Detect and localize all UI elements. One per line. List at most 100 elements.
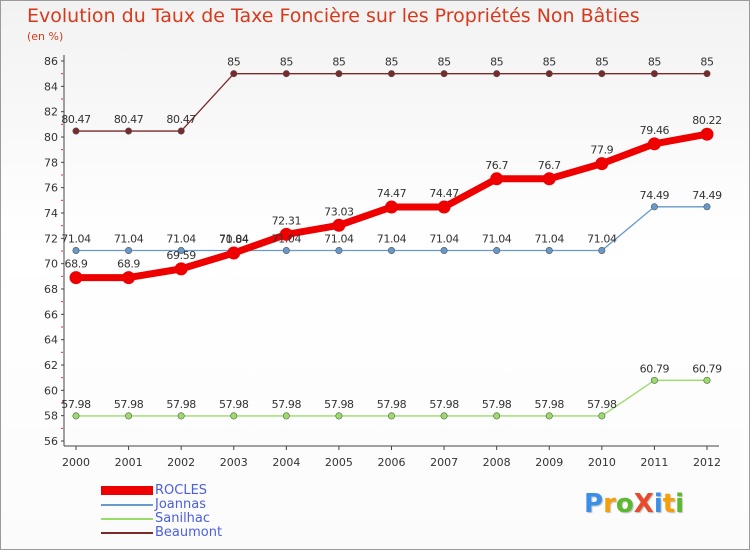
logo-letter: X: [633, 489, 654, 519]
x-tick-label: 2006: [378, 456, 406, 469]
x-tick-label: 2004: [272, 456, 300, 469]
data-label-beaumont: 85: [543, 56, 557, 69]
data-label-beaumont: 80.47: [114, 113, 144, 126]
data-point-joannas: [703, 203, 711, 211]
data-label-beaumont: 85: [490, 56, 504, 69]
legend-swatch-rocles: [101, 486, 153, 495]
data-label-sanilhac: 57.98: [324, 398, 354, 411]
data-point-sanilhac: [177, 412, 185, 420]
data-point-beaumont: [282, 70, 290, 78]
data-labels: 71.04 71.04 71.04 71.04 71.04 71.04 71.04 71.04…: [61, 56, 722, 411]
logo-letter: r: [603, 489, 616, 519]
y-tick-label: 80: [44, 131, 58, 144]
data-point-rocles: [69, 271, 83, 285]
data-point-joannas: [282, 246, 290, 254]
data-point-beaumont: [598, 70, 606, 78]
data-point-beaumont: [125, 127, 133, 135]
data-label-joannas: 71.04: [219, 232, 249, 245]
data-label-rocles: 69.59: [166, 249, 196, 262]
x-tick-label: 2003: [220, 456, 248, 469]
data-label-beaumont: 85: [332, 56, 346, 69]
data-point-beaumont: [177, 127, 185, 135]
data-label-beaumont: 85: [437, 56, 451, 69]
data-point-rocles: [490, 172, 504, 186]
data-point-sanilhac: [387, 412, 395, 420]
data-label-joannas: 71.04: [535, 232, 565, 245]
data-point-rocles: [647, 137, 661, 151]
data-label-sanilhac: 57.98: [482, 398, 512, 411]
data-point-sanilhac: [650, 376, 658, 384]
legend-swatch-sanilhac: [101, 518, 153, 520]
data-label-joannas: 74.49: [692, 189, 722, 202]
data-point-joannas: [650, 203, 658, 211]
data-point-sanilhac: [703, 376, 711, 384]
proxiti-logo: ProXiti: [584, 489, 684, 519]
y-tick-label: 60: [44, 384, 58, 397]
data-point-rocles: [174, 262, 188, 276]
y-tick-label: 74: [44, 207, 58, 220]
data-label-rocles: 74.47: [429, 187, 459, 200]
data-point-rocles: [279, 227, 293, 241]
data-point-beaumont: [387, 70, 395, 78]
x-tick-label: 2009: [535, 456, 563, 469]
x-tick-label: 2001: [115, 456, 143, 469]
y-tick-label: 84: [44, 80, 58, 93]
x-tick-label: 2000: [62, 456, 90, 469]
data-label-joannas: 71.04: [324, 232, 354, 245]
data-point-beaumont: [650, 70, 658, 78]
data-point-rocles: [437, 200, 451, 214]
data-point-rocles: [227, 246, 241, 260]
data-point-joannas: [125, 246, 133, 254]
data-point-joannas: [545, 246, 553, 254]
x-tick-label: 2002: [167, 456, 195, 469]
data-label-beaumont: 85: [280, 56, 294, 69]
data-point-joannas: [335, 246, 343, 254]
y-tick-label: 64: [44, 334, 58, 347]
data-label-sanilhac: 57.98: [429, 398, 459, 411]
x-tick-label: 2012: [693, 456, 721, 469]
data-label-beaumont: 85: [595, 56, 609, 69]
data-label-joannas: 71.04: [377, 232, 407, 245]
data-point-joannas: [387, 246, 395, 254]
logo-letter: o: [615, 489, 634, 519]
data-point-sanilhac: [125, 412, 133, 420]
x-tick-label: 2007: [430, 456, 458, 469]
data-point-rocles: [122, 271, 136, 285]
data-label-rocles: 80.22: [692, 114, 722, 127]
data-label-rocles: 68.9: [65, 258, 88, 271]
data-label-sanilhac: 57.98: [219, 398, 249, 411]
data-label-beaumont: 80.47: [61, 113, 91, 126]
data-point-joannas: [493, 246, 501, 254]
data-point-rocles: [332, 218, 346, 232]
data-label-joannas: 71.04: [114, 232, 144, 245]
y-tick-label: 58: [44, 410, 58, 423]
chart-title: Evolution du Taux de Taxe Foncière sur l…: [27, 5, 640, 27]
data-label-beaumont: 80.47: [166, 113, 196, 126]
data-point-beaumont: [545, 70, 553, 78]
data-label-beaumont: 85: [648, 56, 662, 69]
data-label-rocles: 76.7: [538, 159, 561, 172]
data-label-sanilhac: 57.98: [535, 398, 565, 411]
y-tick-label: 62: [44, 359, 58, 372]
data-point-sanilhac: [230, 412, 238, 420]
series-layer: [69, 70, 714, 420]
data-label-sanilhac: 57.98: [377, 398, 407, 411]
data-point-joannas: [72, 246, 80, 254]
logo-letter: t: [662, 489, 676, 519]
y-tick-label: 68: [44, 283, 58, 296]
axes: 56 58 60 62 64 66 68 70 72 74 76 78 80 82 84 86 2000 2001…: [44, 55, 721, 469]
legend-label-beaumont: Beaumont: [155, 525, 223, 540]
y-tick-label: 86: [44, 55, 58, 68]
data-point-beaumont: [440, 70, 448, 78]
data-point-rocles: [595, 157, 609, 171]
logo-letter: i: [675, 489, 685, 519]
data-point-sanilhac: [598, 412, 606, 420]
data-label-sanilhac: 57.98: [272, 398, 302, 411]
data-point-beaumont: [72, 127, 80, 135]
data-point-rocles: [385, 200, 398, 214]
data-point-beaumont: [230, 70, 238, 78]
data-label-joannas: 71.04: [587, 232, 617, 245]
data-label-rocles: 70.84: [219, 233, 249, 246]
data-point-beaumont: [493, 70, 501, 78]
data-point-rocles: [700, 127, 714, 141]
